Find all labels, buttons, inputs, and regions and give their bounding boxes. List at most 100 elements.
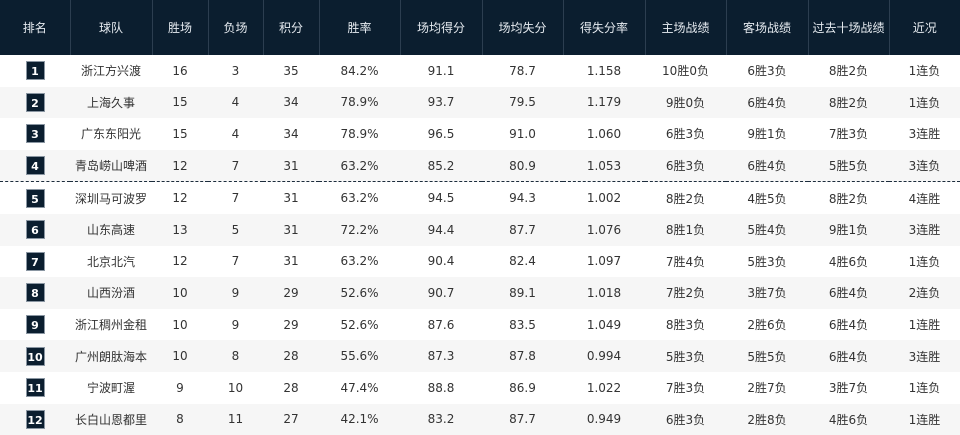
cell-point-ratio: 0.994 [563, 340, 645, 372]
table-row[interactable]: 3 广东东阳光 15 4 34 78.9% 96.5 91.0 1.060 6胜3负 9胜1负 7胜3… [0, 118, 960, 150]
column-header-points[interactable]: 积分 [263, 0, 320, 55]
cell-rank: 8 [0, 277, 70, 309]
cell-point-ratio: 1.053 [563, 149, 645, 183]
cell-points: 27 [263, 403, 319, 435]
cell-points: 31 [263, 149, 319, 183]
cell-point-ratio: 1.060 [586, 126, 622, 141]
table-row[interactable]: 4 青岛崂山啤酒 12 7 31 63.2% 85.2 80.9 1.053 6胜3负 6胜4负 5胜… [0, 149, 960, 183]
cell-win-rate: 52.6% [340, 317, 379, 332]
table-row[interactable]: 10 广州朗肽海本 10 8 28 55.6% 87.3 87.8 0.994 5胜3负 5胜5负 6… [0, 340, 960, 372]
cell-rank: 10 [0, 340, 70, 372]
cell-point-ratio: 1.179 [563, 86, 645, 119]
rank-badge: 4 [25, 156, 45, 176]
cell-home-record: 8胜3负 [665, 318, 706, 333]
cell-avg-allowed: 86.9 [509, 380, 536, 395]
table-row[interactable]: 5 深圳马可波罗 12 7 31 63.2% 94.5 94.3 1.002 8胜2负 4胜5负 8胜… [0, 182, 960, 214]
cell-avg-points: 91.1 [427, 63, 455, 78]
cell-away-record: 2胜7负 [747, 381, 787, 396]
cell-points: 31 [283, 254, 299, 269]
cell-losses: 7 [231, 254, 240, 269]
table-row[interactable]: 6 山东高速 13 5 31 72.2% 94.4 87.7 1.076 8胜1负 5胜4负 9胜1负… [0, 213, 960, 246]
cell-home-record: 6胜3负 [665, 127, 706, 142]
cell-last-ten: 8胜2负 [828, 191, 869, 206]
cell-home-record: 8胜2负 [665, 191, 706, 206]
cell-wins: 8 [152, 403, 208, 435]
rank-badge: 3 [25, 124, 45, 144]
cell-home-record: 6胜3负 [645, 149, 726, 183]
cell-rank: 4 [0, 149, 70, 183]
cell-streak: 3连胜 [908, 127, 941, 142]
cell-points: 31 [263, 213, 319, 246]
cell-win-rate: 55.6% [319, 340, 400, 372]
cell-avg-allowed: 94.3 [509, 191, 536, 206]
table-row[interactable]: 12 长白山恩都里 8 11 27 42.1% 83.2 87.7 0.949 6胜3负 2胜8负 4… [0, 403, 960, 435]
cell-avg-allowed: 87.8 [482, 340, 563, 372]
table-row[interactable]: 2 上海久事 15 4 34 78.9% 93.7 79.5 1.179 9胜0负 6胜4负 8胜2负… [0, 86, 960, 119]
cell-wins: 12 [172, 191, 188, 206]
column-header-avg-allowed[interactable]: 场均失分 [482, 0, 564, 55]
cell-wins: 15 [152, 86, 208, 119]
column-header-streak[interactable]: 近况 [889, 0, 960, 55]
column-header-team[interactable]: 球队 [70, 0, 153, 55]
column-header-losses[interactable]: 负场 [208, 0, 264, 55]
column-header-home-record[interactable]: 主场战绩 [645, 0, 727, 55]
cell-last-ten: 8胜2负 [828, 64, 869, 79]
cell-team: 浙江方兴渡 [80, 64, 141, 79]
cell-wins: 15 [172, 126, 188, 141]
cell-streak: 1连负 [908, 381, 941, 396]
cell-team: 宁波町渥 [86, 381, 135, 396]
cell-rank: 11 [0, 372, 70, 404]
cell-losses: 11 [208, 403, 263, 435]
cell-last-ten: 5胜5负 [808, 149, 889, 183]
cell-away-record: 2胜6负 [747, 318, 787, 333]
cell-last-ten: 7胜3负 [828, 127, 869, 142]
cell-avg-points: 94.4 [400, 213, 482, 246]
cell-streak: 2连负 [889, 277, 960, 309]
cell-streak: 1连胜 [908, 318, 941, 333]
cell-away-record: 6胜3负 [747, 64, 787, 79]
cell-home-record: 8胜1负 [645, 213, 726, 246]
table-row[interactable]: 1 浙江方兴渡 16 3 35 84.2% 91.1 78.7 1.158 10胜0负 6胜3负 8胜… [0, 55, 960, 87]
column-header-win-rate[interactable]: 胜率 [319, 0, 401, 55]
cell-points: 35 [283, 63, 299, 78]
table-row[interactable]: 9 浙江稠州金租 10 9 29 52.6% 87.6 83.5 1.049 8胜3负 2胜6负 6胜… [0, 309, 960, 341]
column-header-rank[interactable]: 排名 [0, 0, 71, 55]
cell-points: 34 [263, 86, 319, 119]
cell-win-rate: 42.1% [319, 403, 400, 435]
cell-avg-points: 96.5 [427, 126, 455, 141]
cell-streak: 3连负 [889, 149, 960, 183]
cell-rank: 6 [0, 213, 70, 246]
cell-avg-points: 83.2 [400, 403, 482, 435]
cell-wins: 12 [172, 254, 188, 269]
table-row[interactable]: 11 宁波町渥 9 10 28 47.4% 88.8 86.9 1.022 7胜3负 2胜7负 3胜7… [0, 372, 960, 404]
cell-rank: 3 [0, 118, 70, 150]
cell-streak: 4连胜 [908, 191, 941, 206]
cell-point-ratio: 1.018 [563, 277, 645, 309]
cell-losses: 4 [231, 126, 240, 141]
cell-point-ratio: 1.022 [586, 380, 622, 395]
cell-point-ratio: 1.002 [586, 191, 622, 206]
column-header-point-ratio[interactable]: 得失分率 [563, 0, 646, 55]
cell-wins: 9 [176, 380, 184, 395]
column-header-wins[interactable]: 胜场 [152, 0, 209, 55]
cell-away-record: 6胜4负 [726, 149, 808, 183]
cell-streak: 1连负 [908, 254, 941, 269]
cell-team: 山西汾酒 [70, 277, 152, 309]
cell-streak: 1连负 [889, 86, 960, 119]
cell-home-record: 9胜0负 [645, 86, 726, 119]
cell-team: 长白山恩都里 [70, 403, 152, 435]
rank-badge: 9 [25, 315, 45, 335]
cell-win-rate: 84.2% [340, 63, 379, 78]
cell-wins: 16 [172, 63, 188, 78]
cell-losses: 4 [208, 86, 263, 119]
column-header-away-record[interactable]: 客场战绩 [726, 0, 809, 55]
cell-avg-allowed: 82.4 [509, 254, 536, 269]
cell-avg-points: 90.4 [427, 254, 455, 269]
column-header-avg-points[interactable]: 场均得分 [400, 0, 483, 55]
column-header-last-ten[interactable]: 过去十场战绩 [808, 0, 890, 55]
cell-streak: 3连胜 [889, 340, 960, 372]
table-row[interactable]: 7 北京北汽 12 7 31 63.2% 90.4 82.4 1.097 7胜4负 5胜3负 4胜6负… [0, 246, 960, 278]
table-row[interactable]: 8 山西汾酒 10 9 29 52.6% 90.7 89.1 1.018 7胜2负 3胜7负 6胜4负… [0, 277, 960, 309]
cell-rank: 2 [0, 86, 70, 119]
